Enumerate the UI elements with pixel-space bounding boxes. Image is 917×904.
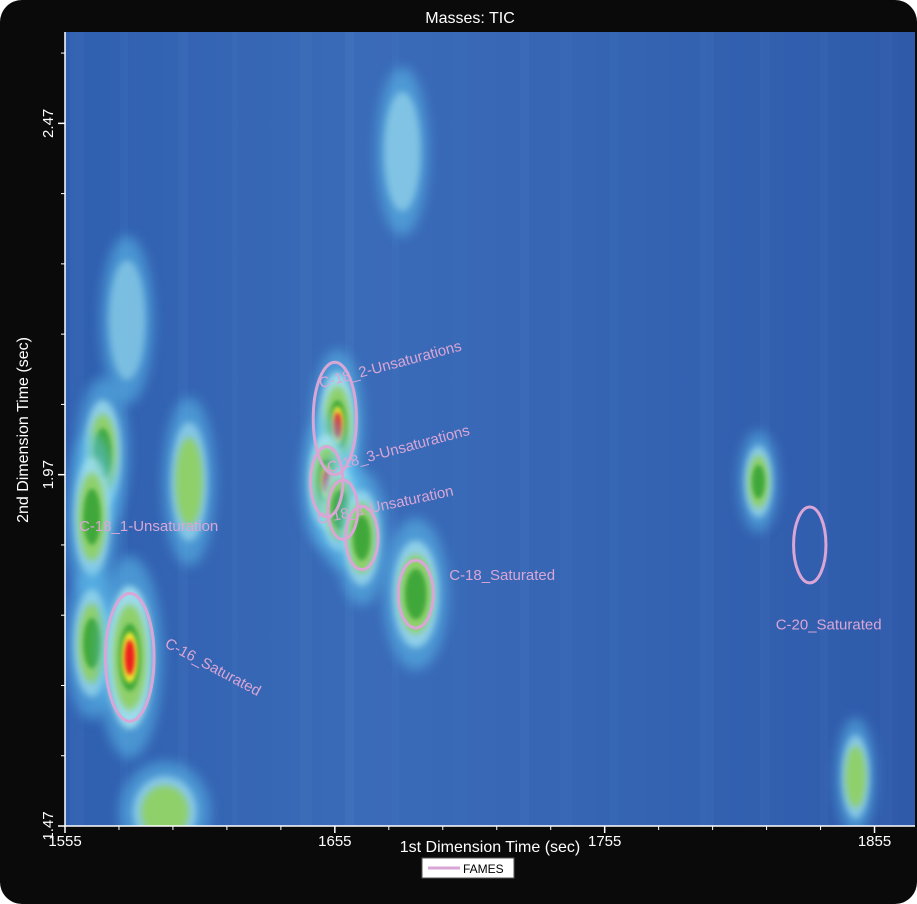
peak-spot <box>66 432 118 602</box>
background-streak <box>392 32 399 826</box>
peak-annotation: C-18_1-Unsaturation <box>79 518 218 535</box>
x-tick-label: 1855 <box>858 833 891 850</box>
x-axis-label: 1st Dimension Time (sec) <box>400 839 581 856</box>
peak-body <box>141 785 189 826</box>
fames-contour <box>326 478 360 541</box>
fames-contour <box>344 504 380 572</box>
peak-core <box>353 515 371 561</box>
peak-spot <box>376 67 429 236</box>
peak-spot <box>163 397 216 567</box>
background-streak <box>760 32 770 826</box>
peak-core <box>83 488 101 545</box>
peak-body <box>845 746 866 808</box>
x-tick-label: 1555 <box>48 833 81 850</box>
y-tick-label: 1.97 <box>40 460 57 489</box>
x-tick-label: 1655 <box>318 833 351 850</box>
peak-annotation: C-20_Saturated <box>776 616 882 633</box>
background-streak <box>700 32 714 826</box>
y-tick-label: 1.47 <box>40 811 57 840</box>
legend: FAMES <box>421 857 515 879</box>
background-streak <box>560 32 572 826</box>
background-streak <box>232 32 238 826</box>
fames-contour <box>396 558 435 630</box>
peak-spot <box>97 556 163 759</box>
background-streak <box>300 32 312 826</box>
y-tick-label: 2.47 <box>40 109 57 138</box>
background-streak <box>520 32 529 826</box>
vertical-streaks <box>70 32 892 826</box>
contours-layer <box>103 360 828 723</box>
fames-contour <box>103 591 156 723</box>
peak-glow <box>108 260 146 380</box>
fames-contour <box>792 505 828 585</box>
legend-entry-fames: FAMES <box>463 862 504 876</box>
peak-max <box>124 639 135 676</box>
y-axis-ticks: 1.47 1.97 2.47 <box>40 52 65 841</box>
peak-core <box>405 568 427 620</box>
background-streak <box>820 32 828 826</box>
peak-spot <box>119 761 211 826</box>
peak-spot <box>836 717 876 826</box>
y-axis-label: 2nd Dimension Time (sec) <box>15 337 32 523</box>
background-streak <box>880 32 892 826</box>
peak-spot <box>101 235 153 405</box>
legend-box <box>421 857 515 879</box>
x-axis-ticks: 1555 1655 1755 1855 <box>48 826 891 850</box>
peak-spot <box>739 431 778 533</box>
peak-core <box>752 464 765 499</box>
background-streak <box>452 32 468 826</box>
peak-spot <box>383 518 449 671</box>
background-streak <box>610 32 618 826</box>
peak-core <box>83 618 101 669</box>
fames-contour <box>311 360 358 477</box>
x-tick-label: 1755 <box>588 833 621 850</box>
peak-body <box>175 437 203 526</box>
peak-glow <box>383 91 421 212</box>
peak-annotation: C-18_Saturated <box>449 567 555 584</box>
chart-title: Masses: TIC <box>425 10 515 27</box>
